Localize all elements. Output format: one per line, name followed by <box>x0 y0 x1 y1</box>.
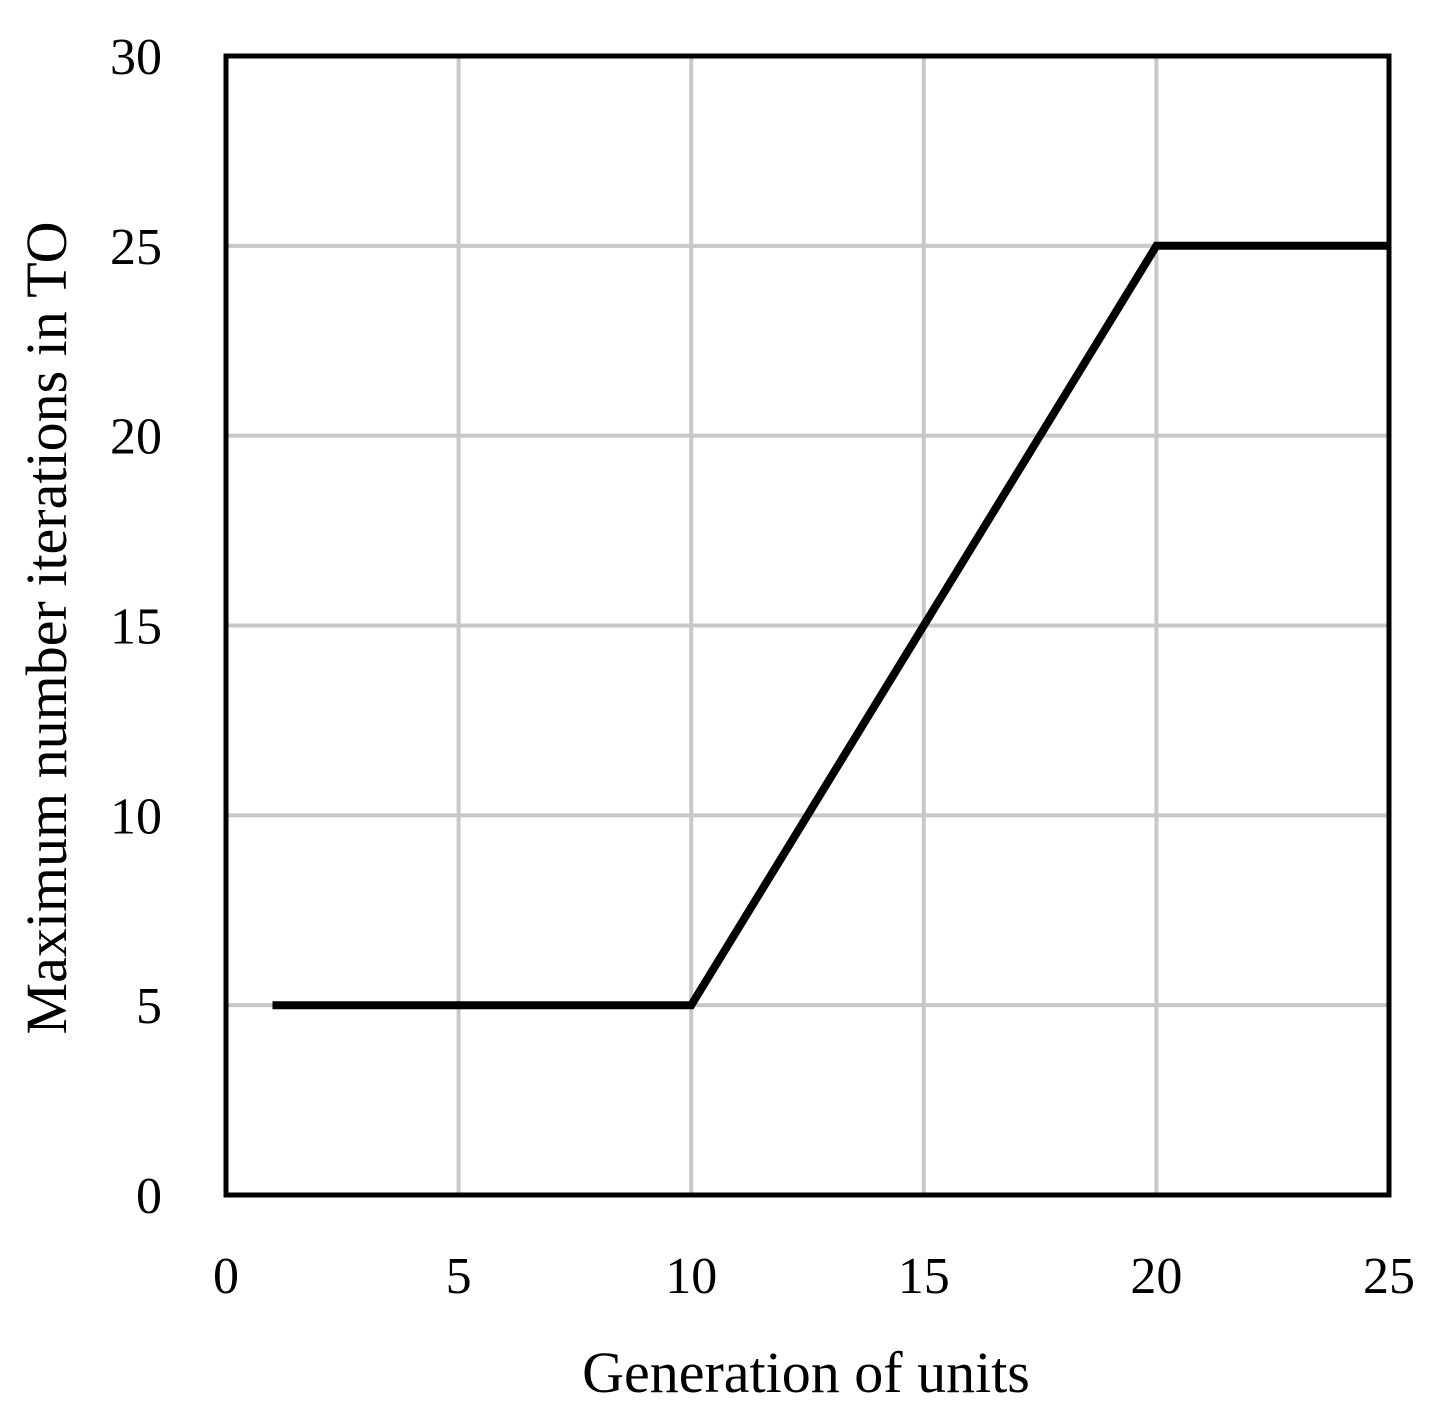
plot-area-frame <box>223 53 1392 1198</box>
x-tick-label: 15 <box>898 1248 950 1305</box>
x-tick-label: 25 <box>1363 1248 1415 1305</box>
x-tick-label: 5 <box>446 1248 472 1305</box>
y-tick-label: 20 <box>110 409 162 466</box>
y-tick-label: 15 <box>110 599 162 656</box>
y-tick-label: 30 <box>110 29 162 86</box>
y-tick-label: 0 <box>136 1168 162 1225</box>
gridlines <box>226 56 1389 1195</box>
y-tick-label: 25 <box>110 219 162 276</box>
series-group <box>272 241 1389 1010</box>
series-line <box>272 241 1389 1010</box>
y-tick-label: 5 <box>136 978 162 1035</box>
y-axis-title: Maximum number iterations in TO <box>14 222 79 1035</box>
y-axis-tick-labels: 0 5 10 15 20 25 30 <box>110 29 162 1225</box>
y-tick-label: 10 <box>110 788 162 845</box>
x-tick-label: 0 <box>213 1248 239 1305</box>
x-axis-tick-labels: 0 5 10 15 20 25 <box>213 1248 1415 1305</box>
x-tick-label: 20 <box>1130 1248 1182 1305</box>
x-tick-label: 10 <box>665 1248 717 1305</box>
x-axis-title: Generation of units <box>582 1340 1030 1405</box>
